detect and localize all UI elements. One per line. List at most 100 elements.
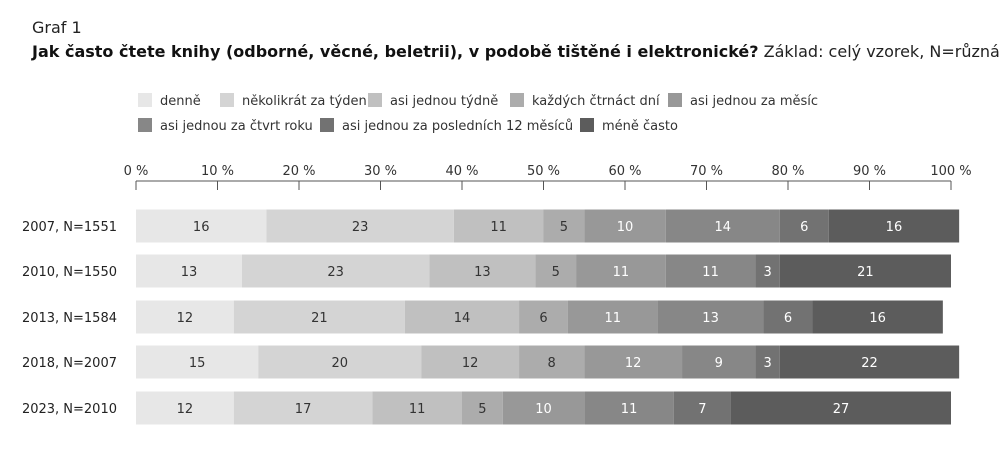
- bar-segment: [584, 391, 674, 425]
- bar-segment: [266, 209, 454, 243]
- bar-segment: [763, 300, 813, 334]
- bar-segment: [241, 254, 430, 288]
- legend-label: asi jednou za posledních 12 měsíců: [342, 119, 573, 134]
- bar-value-label: 14: [454, 311, 471, 326]
- bar-segment: [404, 300, 520, 334]
- bar-value-label: 13: [702, 311, 719, 326]
- bar-segment: [136, 209, 267, 243]
- legend-label: několikrát za týden: [242, 94, 367, 109]
- x-tick-label: 10 %: [201, 164, 234, 179]
- legend-label: asi jednou za čtvrt roku: [160, 119, 313, 134]
- bar-value-label: 11: [490, 220, 507, 235]
- bar-value-label: 9: [715, 356, 723, 371]
- bar-value-label: 13: [181, 265, 198, 280]
- category-label: 2010, N=1550: [22, 265, 117, 280]
- bar-segment: [136, 391, 234, 425]
- bar-segment: [779, 209, 829, 243]
- bar-value-label: 5: [560, 220, 568, 235]
- legend-swatch: [368, 93, 382, 107]
- bar-value-label: 16: [886, 220, 903, 235]
- x-tick-label: 100 %: [930, 164, 971, 179]
- bar-value-label: 3: [763, 356, 771, 371]
- bar-segment: [828, 209, 960, 243]
- legend-swatch: [668, 93, 682, 107]
- bar-segment: [136, 300, 234, 334]
- bar-segment: [258, 345, 422, 379]
- bar-value-label: 12: [177, 311, 194, 326]
- bar-value-label: 13: [474, 265, 491, 280]
- bar-segment: [779, 345, 960, 379]
- legend-swatch: [138, 93, 152, 107]
- legend-swatch: [510, 93, 524, 107]
- bar-value-label: 6: [784, 311, 792, 326]
- bar-value-label: 11: [409, 402, 426, 417]
- bar-value-label: 14: [715, 220, 732, 235]
- category-label: 2018, N=2007: [22, 356, 117, 371]
- bar-segment: [502, 391, 585, 425]
- chart-question: Jak často čtete knihy (odborné, věcné, b…: [32, 42, 759, 61]
- x-tick-label: 20 %: [282, 164, 315, 179]
- bar-segment: [673, 391, 731, 425]
- bar-segment: [543, 209, 585, 243]
- bar-value-label: 21: [311, 311, 328, 326]
- legend-label: každých čtrnáct dní: [532, 94, 660, 109]
- bar-value-label: 27: [833, 402, 850, 417]
- bar-value-label: 10: [535, 402, 552, 417]
- bar-value-label: 11: [621, 402, 638, 417]
- bar-value-label: 15: [189, 356, 206, 371]
- x-tick-label: 80 %: [771, 164, 804, 179]
- bar-segment: [812, 300, 943, 334]
- bar-value-label: 23: [352, 220, 369, 235]
- bar-value-label: 5: [478, 402, 486, 417]
- bar-value-label: 5: [552, 265, 560, 280]
- bar-segment: [421, 345, 520, 379]
- bar-segment: [657, 300, 764, 334]
- bar-value-label: 6: [539, 311, 547, 326]
- bar-value-label: 16: [869, 311, 886, 326]
- bar-segment: [730, 391, 951, 425]
- x-tick-label: 40 %: [445, 164, 478, 179]
- legend-swatch: [138, 118, 152, 132]
- bar-value-label: 22: [861, 356, 878, 371]
- bar-segment: [665, 209, 780, 243]
- bar-segment: [429, 254, 536, 288]
- bar-segment: [519, 300, 568, 334]
- bar-value-label: 17: [295, 402, 312, 417]
- bar-value-label: 6: [800, 220, 808, 235]
- x-tick-label: 90 %: [853, 164, 886, 179]
- bar-value-label: 10: [617, 220, 634, 235]
- bar-value-label: 23: [327, 265, 344, 280]
- chart-title: Jak často čtete knihy (odborné, věcné, b…: [32, 42, 1000, 61]
- bar-segment: [453, 209, 544, 243]
- x-tick-label: 30 %: [364, 164, 397, 179]
- x-tick-label: 70 %: [690, 164, 723, 179]
- bar-value-label: 12: [625, 356, 642, 371]
- legend-label: denně: [160, 94, 201, 109]
- category-label: 2023, N=2010: [22, 402, 117, 417]
- bar-value-label: 7: [698, 402, 706, 417]
- bar-value-label: 11: [702, 265, 719, 280]
- category-label: 2007, N=1551: [22, 220, 117, 235]
- bar-segment: [519, 345, 585, 379]
- bar-segment: [567, 300, 658, 334]
- bar-value-label: 11: [605, 311, 622, 326]
- bar-value-label: 16: [193, 220, 210, 235]
- legend-label: asi jednou týdně: [390, 94, 498, 109]
- legend-swatch: [580, 118, 594, 132]
- bar-segment: [755, 254, 780, 288]
- bar-segment: [462, 391, 503, 425]
- bar-segment: [682, 345, 756, 379]
- legend-label: méně často: [602, 119, 678, 134]
- bar-segment: [779, 254, 951, 288]
- bar-segment: [665, 254, 756, 288]
- bar-segment: [584, 345, 683, 379]
- bar-value-label: 21: [857, 265, 874, 280]
- category-label: 2013, N=1584: [22, 311, 117, 326]
- chart-label: Graf 1: [32, 18, 82, 37]
- x-tick-label: 60 %: [608, 164, 641, 179]
- bar-value-label: 20: [331, 356, 348, 371]
- bar-segment: [233, 300, 405, 334]
- bar-value-label: 12: [462, 356, 479, 371]
- bar-segment: [755, 345, 780, 379]
